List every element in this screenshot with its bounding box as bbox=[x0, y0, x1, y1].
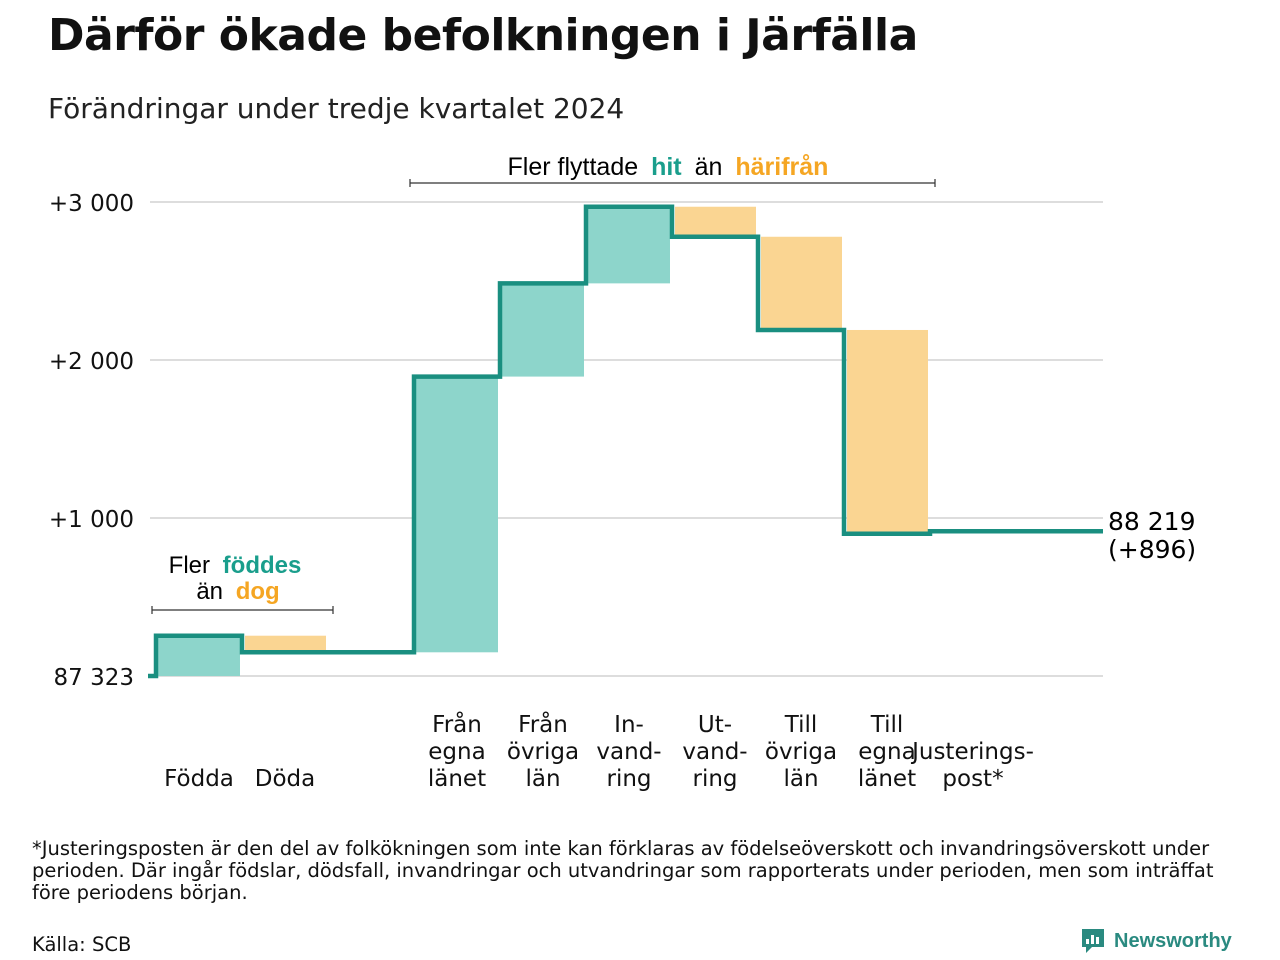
x-axis-label: län bbox=[525, 766, 560, 792]
x-axis-label: Från bbox=[518, 710, 568, 738]
waterfall-bar bbox=[761, 236, 842, 330]
x-axis-label: Till bbox=[870, 712, 904, 738]
svg-text:än dog: än dog bbox=[196, 578, 279, 605]
newsworthy-logo-icon bbox=[1082, 929, 1104, 953]
deaths-annotation-text: än bbox=[196, 578, 223, 605]
x-axis-label: Döda bbox=[255, 766, 315, 792]
bars bbox=[156, 206, 928, 676]
source-label: Källa: SCB bbox=[32, 933, 132, 956]
end-change-label: (+896) bbox=[1108, 535, 1196, 564]
x-axis-label: Till bbox=[784, 712, 818, 738]
running-total-line bbox=[148, 204, 1103, 679]
x-axis-label: egna bbox=[428, 739, 485, 765]
svg-text:Fler flyttade hit: Fler flyttade hit än härifrån bbox=[508, 153, 829, 181]
x-axis-label: Från bbox=[432, 710, 482, 738]
y-tick-label: 87 323 bbox=[54, 665, 134, 691]
y-tick-label: +1 000 bbox=[49, 507, 134, 533]
footnote: *Justeringsposten är den del av folkökni… bbox=[32, 837, 1214, 904]
waterfall-bar bbox=[847, 329, 928, 534]
x-axis-label: länet bbox=[858, 766, 916, 792]
x-axis-label: ring bbox=[606, 766, 651, 792]
migration-annotation-text: Fler flyttade bbox=[508, 153, 639, 181]
brand: Newsworthy bbox=[1080, 927, 1232, 955]
x-axis-label: Justerings- bbox=[910, 739, 1034, 765]
x-axis-label: post* bbox=[942, 766, 1003, 792]
migration-annotation-highlight-out: härifrån bbox=[735, 153, 828, 181]
x-axis-label: vand- bbox=[596, 739, 661, 765]
migration-annotation-highlight-in: hit bbox=[651, 153, 682, 181]
waterfall-bar bbox=[245, 635, 326, 653]
running-total-line-path bbox=[148, 204, 1103, 679]
grid-lines bbox=[150, 201, 1103, 677]
chart-title: Därför ökade befolkningen i Järfälla bbox=[48, 10, 918, 61]
migration-annotation-bracket bbox=[409, 179, 936, 187]
y-tick-label: +3 000 bbox=[49, 191, 134, 217]
waterfall-chart: 87 323+1 000+2 000+3 000 Födda DödaFråneg… bbox=[49, 153, 1196, 792]
end-value-label: 88 219 bbox=[1108, 507, 1195, 536]
x-axis-label: egna bbox=[858, 739, 915, 765]
waterfall-bar bbox=[156, 635, 240, 676]
x-axis-label: vand- bbox=[682, 739, 747, 765]
x-axis-label: Födda bbox=[164, 766, 234, 792]
x-axis-label: In- bbox=[614, 712, 644, 738]
births-annotation-text: Fler bbox=[169, 552, 210, 579]
migration-annotation-mid: än bbox=[695, 153, 723, 181]
svg-text:Fler föddes: Fler föddes bbox=[169, 552, 302, 579]
x-axis-label: länet bbox=[428, 766, 486, 792]
births-annotation-highlight: föddes bbox=[223, 552, 302, 579]
x-axis-label: övriga bbox=[507, 739, 579, 765]
x-axis-label: övriga bbox=[765, 739, 837, 765]
x-axis-label: län bbox=[783, 766, 818, 792]
migration-annotation: Fler flyttade hit än härifrån bbox=[409, 153, 936, 187]
x-axis-label: Ut- bbox=[698, 712, 732, 738]
x-axis-labels: Födda DödaFrånegnalänetFrånövrigalänIn-va… bbox=[164, 710, 1034, 792]
births-annotation-bracket bbox=[151, 606, 334, 614]
x-axis-label: ring bbox=[692, 766, 737, 792]
waterfall-bar bbox=[500, 283, 584, 377]
waterfall-bar bbox=[414, 376, 498, 653]
waterfall-bar bbox=[675, 206, 756, 237]
waterfall-bar bbox=[586, 206, 670, 284]
chart-subtitle: Förändringar under tredje kvartalet 2024 bbox=[48, 92, 625, 125]
births-annotation: Fler föddes än dog bbox=[151, 552, 334, 614]
y-tick-label: +2 000 bbox=[49, 349, 134, 375]
brand-name: Newsworthy bbox=[1114, 929, 1232, 952]
y-axis-ticks: 87 323 +1 000 +2 000 +3 000 bbox=[49, 191, 134, 691]
deaths-annotation-highlight: dog bbox=[236, 578, 280, 605]
